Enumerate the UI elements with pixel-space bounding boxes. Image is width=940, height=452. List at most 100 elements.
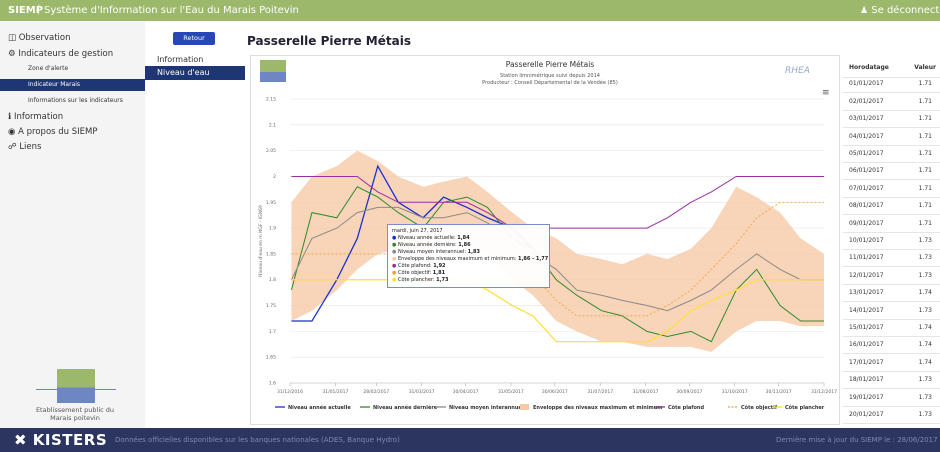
y-tick-label: 1.75 — [266, 303, 276, 309]
table-cell: 1.73 — [918, 411, 932, 418]
menu-label[interactable]: Liens — [19, 142, 42, 152]
table-cell: 04/01/2017 — [849, 132, 884, 140]
x-tick-label: 31/03/2017 — [409, 389, 435, 395]
table-cell: 1.71 — [918, 167, 932, 175]
logo — [57, 369, 95, 403]
y-tick-label: 1.7 — [269, 329, 276, 335]
x-tick-label: 31/12/2016 — [277, 389, 303, 395]
table-cell: 14/01/2017 — [849, 306, 884, 314]
tooltip-dot: ● — [392, 256, 398, 262]
x-tick-label: 30/04/2017 — [453, 389, 479, 395]
menu-item[interactable]: ◉ A propos du SIEMP — [8, 127, 98, 137]
table-cell: 1.73 — [918, 271, 932, 279]
table-row: 18/01/2017 1.73 — [843, 371, 940, 390]
back-button[interactable]: Retour — [173, 32, 215, 45]
legend-label: Niveau année actuelle — [288, 404, 351, 411]
sidebar: ◫ Observation ⚙ Indicateurs de gestion Z… — [0, 21, 145, 428]
submenu-item[interactable]: Informations sur les indicateurs — [28, 97, 123, 104]
table-row: 16/01/2017 1.74 — [843, 336, 940, 355]
tooltip-label: Niveau année actuelle: — [397, 235, 458, 241]
table-cell: 1.74 — [918, 289, 932, 297]
x-tick-label: 31/12/2017 — [811, 389, 837, 395]
table-row: 20/01/2017 1.73 — [843, 406, 940, 424]
y-axis-label: Niveau d'eau en m NGF - IGN69 — [258, 205, 264, 277]
table-cell: 18/01/2017 — [849, 376, 884, 384]
logout-label[interactable]: Se déconnecter — [871, 5, 940, 16]
y-tick-label: 1.85 — [266, 251, 276, 257]
table-cell: 11/01/2017 — [849, 254, 884, 262]
page-title: Passerelle Pierre Métais — [247, 34, 411, 48]
menu-label[interactable]: Observation — [18, 33, 71, 43]
logo-text: Etablissement public du Marais poitevin — [35, 406, 115, 422]
legend-label: Côte plancher — [785, 404, 825, 411]
table-row: 04/01/2017 1.71 — [843, 128, 940, 146]
table-row: 12/01/2017 1.73 — [843, 267, 940, 285]
table-cell: 1.74 — [918, 358, 932, 366]
menu-label[interactable]: A propos du SIEMP — [18, 127, 98, 137]
legend-swatch — [520, 404, 529, 410]
x-tick-label: 31/10/2017 — [722, 389, 748, 395]
table-cell: 1.73 — [918, 237, 932, 244]
site-title: Système d'Information sur l'Eau du Marai… — [44, 5, 299, 16]
header: SIEMP Système d'Information sur l'Eau du… — [0, 0, 940, 21]
tooltip-value: 1,84 — [457, 235, 470, 241]
table-cell: 12/01/2017 — [849, 271, 884, 279]
table-cell: 15/01/2017 — [849, 324, 884, 331]
table-cell: 20/01/2017 — [849, 411, 884, 418]
x-tick-label: 31/07/2017 — [587, 389, 613, 395]
chart-title: Passerelle Pierre Métais — [506, 60, 595, 69]
series-line — [291, 206, 824, 312]
envelope-area — [291, 150, 824, 353]
logo-line — [36, 389, 116, 390]
table-row: 02/01/2017 1.71 — [843, 93, 940, 111]
legend-label: Niveau année dernière — [373, 404, 438, 411]
table-row: 09/01/2017 1.71 — [843, 215, 940, 233]
tooltip-row: ● Niveau année dernière: 1,86 — [392, 242, 545, 249]
footer-logo: ✖ KISTERS — [14, 431, 108, 449]
legend-label: Enveloppe des niveaux maximum et minimum — [533, 405, 663, 411]
table-cell: 1.71 — [918, 97, 932, 105]
subnav-heading: Information — [157, 55, 204, 64]
table-cell: 17/01/2017 — [849, 358, 884, 366]
table-row: 05/01/2017 1.71 — [843, 145, 940, 163]
tooltip-dot: ● — [392, 242, 398, 248]
tooltip-label: Côte plafond: — [397, 263, 434, 269]
table-row: 13/01/2017 1.74 — [843, 284, 940, 303]
legend-label: Niveau moyen interannuel — [449, 405, 524, 411]
table-cell: 1.73 — [918, 254, 932, 262]
subnav-active[interactable]: Niveau d'eau — [145, 66, 245, 80]
table-cell: 10/01/2017 — [849, 237, 884, 244]
table-cell: 07/01/2017 — [849, 184, 884, 192]
submenu-item-active[interactable]: Indicateur Marais — [0, 79, 145, 91]
table-cell: 16/01/2017 — [849, 341, 884, 349]
table-cell: 1.71 — [918, 115, 932, 123]
tooltip-dot: ● — [392, 235, 398, 241]
menu-label[interactable]: Indicateurs de gestion — [18, 49, 114, 59]
y-tick-label: 1.9 — [269, 226, 276, 232]
table-row: 19/01/2017 1.73 — [843, 389, 940, 407]
y-tick-label: 1.65 — [266, 355, 276, 361]
menu-item[interactable]: ◫ Observation — [8, 33, 71, 43]
menu-item[interactable]: ⚙ Indicateurs de gestion — [8, 49, 114, 59]
submenu-item[interactable]: Zone d'alerte — [28, 65, 69, 72]
tooltip-label: Enveloppe des niveaux maximum et minimum… — [397, 256, 519, 262]
table-cell: 1.71 — [918, 132, 932, 140]
tooltip-row: ● Côte plafond: 1,92 — [392, 263, 545, 270]
menu-item[interactable]: ℹ Information — [8, 112, 64, 122]
table-cell: 06/01/2017 — [849, 167, 884, 175]
y-tick-label: 2.15 — [266, 97, 276, 103]
tooltip-row: ● Côte plancher: 1,73 — [392, 277, 545, 284]
x-tick-label: 31/08/2017 — [633, 389, 659, 395]
x-tick-label: 30/09/2017 — [676, 389, 702, 395]
x-tick-label: 30/06/2017 — [542, 389, 568, 395]
logout[interactable]: ♟ Se déconnecter — [860, 5, 940, 16]
menu-label[interactable]: Information — [13, 112, 64, 122]
footer-note: Données officielles disponibles sur les … — [115, 436, 400, 444]
tooltip-value: 1,81 — [432, 270, 446, 276]
tooltip-value: 1,83 — [467, 249, 480, 255]
table-row: 03/01/2017 1.71 — [843, 110, 940, 129]
footer-update: Dernière mise à jour du SIEMP le : 28/06… — [776, 436, 940, 444]
menu-item[interactable]: ☍ Liens — [8, 142, 42, 152]
table-head-cell: Horodatage — [849, 64, 889, 71]
table-cell: 1.73 — [918, 376, 932, 384]
